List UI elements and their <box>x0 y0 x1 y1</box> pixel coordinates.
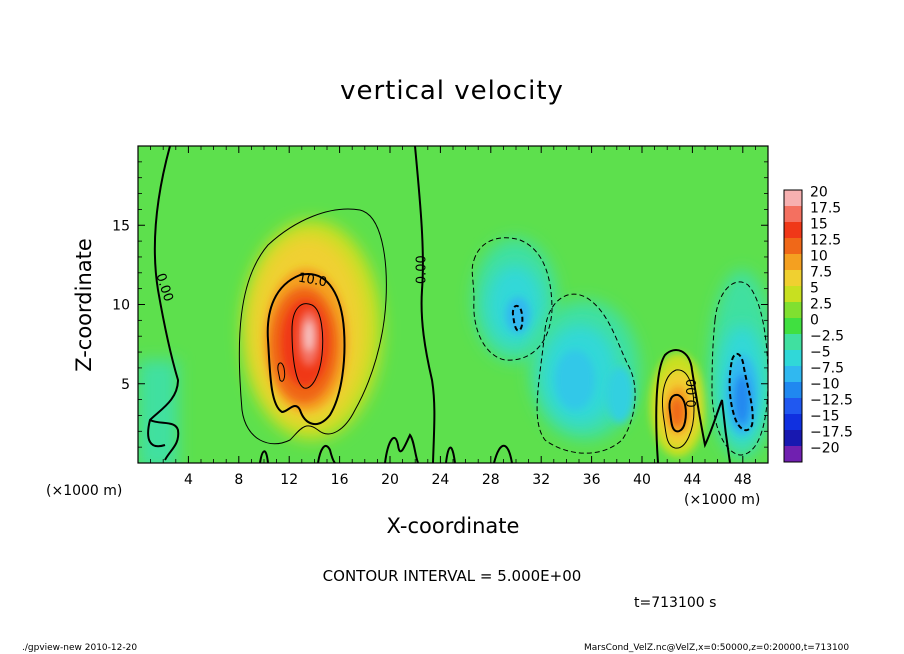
colorbar-frame <box>783 189 803 463</box>
y-tick-label: 5 <box>121 377 130 393</box>
colorbar-label: 0 <box>810 313 819 329</box>
main-updraft <box>242 220 382 440</box>
zero-contour-left <box>147 146 180 448</box>
y-axis-label: Z-coordinate <box>72 238 96 372</box>
x-tick-label: 44 <box>683 472 701 488</box>
x-axis-label: X-coordinate <box>386 514 520 538</box>
y-tick-label: 10 <box>112 298 130 314</box>
footer-right: MarsCond_VelZ.nc@VelZ,x=0:50000,z=0:2000… <box>584 643 850 653</box>
colorbar: 2017.51512.5107.552.50−2.5−5−7.5−10−12.5… <box>783 185 853 463</box>
x-tick-label: 8 <box>234 472 243 488</box>
contour-10-updraft-42 <box>668 393 687 433</box>
colorbar-label: −17.5 <box>810 425 853 441</box>
zero-contour-middle <box>414 146 436 463</box>
contour-label: 10.0 <box>297 271 328 291</box>
contour-10 <box>266 273 346 425</box>
contour-interval-text: CONTOUR INTERVAL = 5.000E+00 <box>322 567 582 585</box>
colorbar-swatch <box>784 446 802 463</box>
colorbar-label: 7.5 <box>810 265 832 281</box>
x-tick-label: 16 <box>331 472 349 488</box>
contour-15 <box>291 303 324 389</box>
zero-contour-updraft-42 <box>655 349 731 463</box>
x-tick-label: 32 <box>532 472 550 488</box>
contour-5 <box>238 208 387 445</box>
colorbar-swatch <box>784 414 802 431</box>
colorbar-label: −12.5 <box>810 393 853 409</box>
colorbar-label: 15 <box>810 217 828 233</box>
downdraft-48 <box>710 270 768 460</box>
x-unit-label-left: (×1000 m) <box>46 483 123 499</box>
colorbar-swatch <box>784 334 802 351</box>
x-tick-label: 40 <box>633 472 651 488</box>
colorbar-swatch <box>784 254 802 271</box>
contour-15-small <box>277 362 286 382</box>
colorbar-label: 5 <box>810 281 819 297</box>
colorbar-label: 10 <box>810 249 828 265</box>
colorbar-swatch <box>784 286 802 303</box>
x-tick-label: 4 <box>184 472 193 488</box>
downdraft-30 <box>473 238 557 362</box>
x-tick-label: 48 <box>734 472 752 488</box>
zero-contour-bottom-2 <box>445 446 456 463</box>
x-unit-label-right: (×1000 m) <box>684 492 761 508</box>
x-tick-label: 12 <box>280 472 298 488</box>
colorbar-label: 20 <box>810 185 828 201</box>
zero-contour-bottom-3 <box>493 444 513 463</box>
colorbar-swatch <box>784 350 802 367</box>
colorbar-label: −2.5 <box>810 329 844 345</box>
colorbar-swatch <box>784 222 802 239</box>
colorbar-label: −20 <box>810 441 840 457</box>
chart-title: vertical velocity <box>340 76 564 106</box>
downdraft-36 <box>530 300 640 440</box>
zero-contour-lower-left <box>149 419 180 461</box>
plot-area <box>138 146 768 463</box>
x-tick-label: 36 <box>583 472 601 488</box>
colorbar-label: 2.5 <box>810 297 832 313</box>
contour-5-updraft-42 <box>662 369 695 449</box>
colorbar-swatch <box>784 430 802 447</box>
contour-label: 0.00 <box>685 379 700 408</box>
time-label: t=713100 s <box>634 595 717 611</box>
zero-contour-bottom-4 <box>317 444 336 463</box>
contour-neg10-30 <box>511 304 524 332</box>
colorbar-swatch <box>784 318 802 335</box>
colorbar-swatch <box>784 238 802 255</box>
contour-label: 0.00 <box>414 255 429 284</box>
footer-left: ./gpview-new 2010-12-20 <box>22 643 138 653</box>
colorbar-label: 12.5 <box>810 233 841 249</box>
zero-contour-bottom <box>384 433 419 463</box>
colorbar-label: −10 <box>810 377 840 393</box>
zero-contours <box>147 146 731 463</box>
colorbar-swatch <box>784 206 802 223</box>
colorbar-label: 17.5 <box>810 201 841 217</box>
contour-neg5-36 <box>536 293 636 454</box>
zero-contour-bottom-5 <box>259 450 269 463</box>
colorbar-label: −15 <box>810 409 840 425</box>
x-tick-label: 24 <box>431 472 449 488</box>
colorbar-swatch <box>784 302 802 319</box>
x-tick-label: 20 <box>381 472 399 488</box>
colorbar-swatch <box>784 382 802 399</box>
x-tick-label: 28 <box>482 472 500 488</box>
colorbar-swatch <box>784 270 802 287</box>
colorbar-swatch <box>784 366 802 383</box>
contour-neg5-48 <box>711 281 768 456</box>
colorbar-label: −7.5 <box>810 361 844 377</box>
colorbar-swatch <box>784 398 802 415</box>
left-edge-downdraft <box>138 360 178 463</box>
colorbar-swatch <box>784 190 802 207</box>
negative-contours <box>471 237 768 456</box>
contour-neg5-30 <box>471 237 553 361</box>
colorbar-label: −5 <box>810 345 831 361</box>
y-tick-label: 15 <box>112 218 130 234</box>
contour-neg10-48 <box>728 352 754 432</box>
